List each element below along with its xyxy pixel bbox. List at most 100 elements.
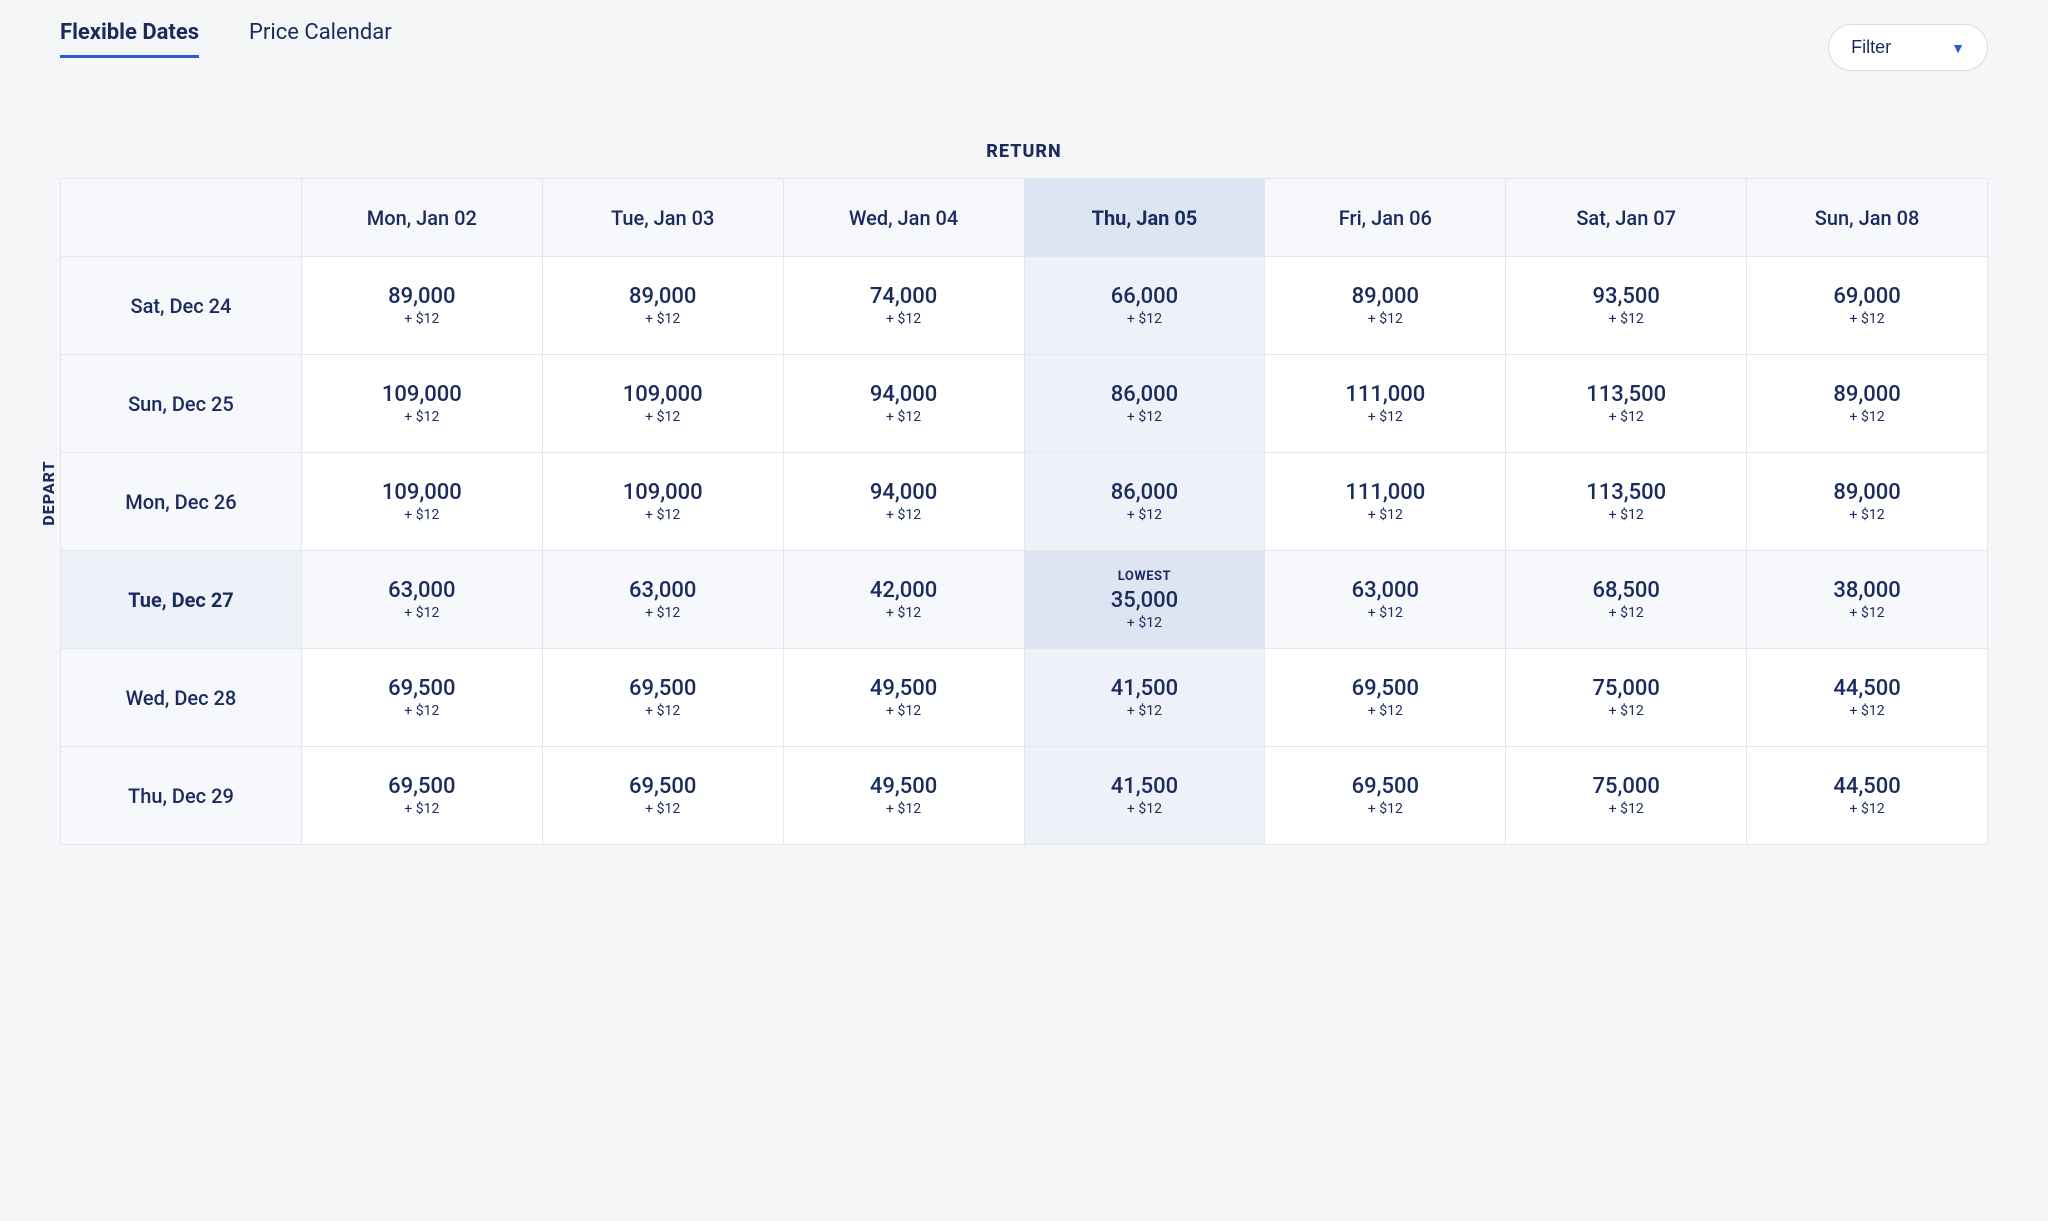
fare-cell[interactable]: 75,000+ $12 <box>1506 649 1747 747</box>
tab-flexible-dates[interactable]: Flexible Dates <box>60 20 199 58</box>
fare-cell[interactable]: 75,000+ $12 <box>1506 747 1747 845</box>
fare-cell[interactable]: 69,500 + $12 <box>301 747 542 845</box>
fare-cell[interactable]: 69,500 + $12 <box>1265 747 1506 845</box>
fare-cell[interactable]: 94,000+ $12 <box>783 355 1024 453</box>
fare-cell[interactable]: 42,000+ $12 <box>783 551 1024 649</box>
fare-points: 86,000 <box>1025 480 1265 505</box>
fare-points: 41,500 <box>1025 676 1265 701</box>
fare-cell[interactable]: 89,000 + $12 <box>301 257 542 355</box>
return-date-header[interactable]: Fri, Jan 06 <box>1265 179 1506 257</box>
depart-date-header[interactable]: Sun, Dec 25 <box>61 355 302 453</box>
fare-cell[interactable]: 49,500+ $12 <box>783 649 1024 747</box>
fare-fee: + $12 <box>1747 605 1987 621</box>
fare-points: 42,000 <box>784 578 1024 603</box>
fare-cell[interactable]: 41,500+ $12 <box>1024 649 1265 747</box>
lowest-badge: LOWEST <box>1025 569 1265 584</box>
return-date-header[interactable]: Sat, Jan 07 <box>1506 179 1747 257</box>
depart-date-header[interactable]: Wed, Dec 28 <box>61 649 302 747</box>
fare-cell[interactable]: 94,000+ $12 <box>783 453 1024 551</box>
fare-points: 69,500 <box>302 774 542 799</box>
fare-cell[interactable]: 113,500+ $12 <box>1506 453 1747 551</box>
fare-cell[interactable]: 111,000+ $12 <box>1265 453 1506 551</box>
fare-points: 63,000 <box>1265 578 1505 603</box>
filter-button[interactable]: Filter ▼ <box>1828 24 1988 71</box>
fare-fee: + $12 <box>784 311 1024 327</box>
fare-matrix-area: RETURN DEPART Mon, Jan 02Tue, Jan 03Wed,… <box>60 141 1988 845</box>
return-date-header[interactable]: Sun, Jan 08 <box>1747 179 1988 257</box>
fare-points: 113,500 <box>1506 480 1746 505</box>
fare-cell[interactable]: 69,500+ $12 <box>301 649 542 747</box>
fare-cell[interactable]: LOWEST35,000+ $12 <box>1024 551 1265 649</box>
fare-cell[interactable]: 74,000 + $12 <box>783 257 1024 355</box>
fare-points: 94,000 <box>784 382 1024 407</box>
fare-points: 69,500 <box>543 676 783 701</box>
depart-date-header[interactable]: Sat, Dec 24 <box>61 257 302 355</box>
fare-fee: + $12 <box>1506 311 1746 327</box>
fare-cell[interactable]: 44,500 + $12 <box>1747 649 1988 747</box>
fare-cell[interactable]: 66,000+ $12 <box>1024 257 1265 355</box>
fare-cell[interactable]: 109,000+ $12 <box>542 355 783 453</box>
fare-cell[interactable]: 111,000+ $12 <box>1265 355 1506 453</box>
return-date-header[interactable]: Mon, Jan 02 <box>301 179 542 257</box>
fare-cell[interactable]: 109,000+ $12 <box>301 355 542 453</box>
fare-points: 68,500 <box>1506 578 1746 603</box>
fare-cell[interactable]: 69,000+ $12 <box>1747 257 1988 355</box>
fare-points: 69,500 <box>1265 774 1505 799</box>
fare-cell[interactable]: 109,000+ $12 <box>301 453 542 551</box>
fare-cell[interactable]: 109,000+ $12 <box>542 453 783 551</box>
fare-points: 89,000 <box>302 284 542 309</box>
return-date-header[interactable]: Wed, Jan 04 <box>783 179 1024 257</box>
depart-date-header[interactable]: Thu, Dec 29 <box>61 747 302 845</box>
fare-cell[interactable]: 49,500+ $12 <box>783 747 1024 845</box>
fare-cell[interactable]: 93,500+ $12 <box>1506 257 1747 355</box>
fare-cell[interactable]: 38,000 + $12 <box>1747 551 1988 649</box>
fare-fee: + $12 <box>1265 801 1505 817</box>
depart-date-header[interactable]: Tue, Dec 27 <box>61 551 302 649</box>
fare-cell[interactable]: 69,500 + $12 <box>542 649 783 747</box>
fare-fee: + $12 <box>302 311 542 327</box>
fare-cell[interactable]: 113,500+ $12 <box>1506 355 1747 453</box>
fare-fee: + $12 <box>1265 409 1505 425</box>
fare-cell[interactable]: 68,500+ $12 <box>1506 551 1747 649</box>
filter-label: Filter <box>1851 37 1891 58</box>
fare-points: 44,500 <box>1747 774 1987 799</box>
fare-points: 89,000 <box>1747 480 1987 505</box>
fare-points: 49,500 <box>784 774 1024 799</box>
fare-fee: + $12 <box>302 703 542 719</box>
return-date-header[interactable]: Thu, Jan 05 <box>1024 179 1265 257</box>
fare-cell[interactable]: 86,000 + $12 <box>1024 453 1265 551</box>
fare-cell[interactable]: 89,000+ $12 <box>1265 257 1506 355</box>
fare-points: 113,500 <box>1506 382 1746 407</box>
tab-price-calendar[interactable]: Price Calendar <box>249 20 392 58</box>
fare-points: 69,500 <box>543 774 783 799</box>
fare-fee: + $12 <box>1747 801 1987 817</box>
fare-cell[interactable]: 89,000+ $12 <box>1747 355 1988 453</box>
fare-points: 44,500 <box>1747 676 1987 701</box>
fare-fee: + $12 <box>543 703 783 719</box>
fare-points: 63,000 <box>543 578 783 603</box>
fare-fee: + $12 <box>1025 409 1265 425</box>
fare-cell[interactable]: 69,500+ $12 <box>542 747 783 845</box>
fare-cell[interactable]: 63,000+ $12 <box>542 551 783 649</box>
fare-fee: + $12 <box>1025 507 1265 523</box>
fare-points: 38,000 <box>1747 578 1987 603</box>
fare-points: 111,000 <box>1265 480 1505 505</box>
fare-cell[interactable]: 63,000+ $12 <box>1265 551 1506 649</box>
fare-fee: + $12 <box>1747 703 1987 719</box>
return-date-header[interactable]: Tue, Jan 03 <box>542 179 783 257</box>
fare-cell[interactable]: 86,000+ $12 <box>1024 355 1265 453</box>
fare-points: 74,000 <box>784 284 1024 309</box>
fare-cell[interactable]: 89,000+ $12 <box>1747 453 1988 551</box>
fare-cell[interactable]: 69,500+ $12 <box>1265 649 1506 747</box>
fare-fee: + $12 <box>1265 311 1505 327</box>
fare-cell[interactable]: 63,000+ $12 <box>301 551 542 649</box>
depart-date-header[interactable]: Mon, Dec 26 <box>61 453 302 551</box>
fare-cell[interactable]: 89,000+ $12 <box>542 257 783 355</box>
fare-points: 109,000 <box>302 480 542 505</box>
depart-axis-label: DEPART <box>39 460 58 525</box>
fare-points: 109,000 <box>302 382 542 407</box>
fare-fee: + $12 <box>1025 615 1265 631</box>
fare-fee: + $12 <box>302 801 542 817</box>
fare-cell[interactable]: 41,500+ $12 <box>1024 747 1265 845</box>
fare-cell[interactable]: 44,500 + $12 <box>1747 747 1988 845</box>
